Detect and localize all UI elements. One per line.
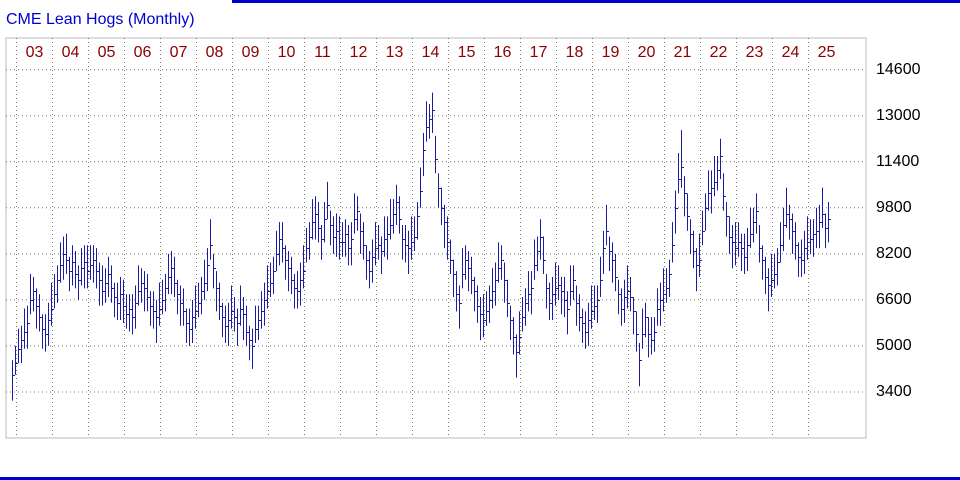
- x-tick-label: 18: [566, 44, 584, 61]
- y-tick-label: 11400: [876, 153, 919, 170]
- x-tick-label: 03: [26, 44, 44, 61]
- y-tick-label: 6600: [876, 291, 912, 308]
- x-tick-label: 15: [458, 44, 476, 61]
- x-tick-label: 06: [134, 44, 152, 61]
- x-tick-label: 22: [710, 44, 728, 61]
- x-tick-label: 05: [98, 44, 116, 61]
- x-tick-label: 14: [422, 44, 440, 61]
- x-tick-label: 25: [818, 44, 836, 61]
- x-tick-label: 12: [350, 44, 368, 61]
- x-tick-label: 21: [674, 44, 692, 61]
- y-tick-label: 3400: [876, 383, 912, 400]
- x-tick-label: 19: [602, 44, 620, 61]
- plot-frame: [5, 37, 867, 439]
- x-tick-label: 20: [638, 44, 656, 61]
- x-tick-label: 07: [170, 44, 188, 61]
- x-tick-label: 08: [206, 44, 224, 61]
- x-tick-label: 10: [278, 44, 296, 61]
- y-tick-label: 5000: [876, 337, 912, 354]
- chart-title: CME Lean Hogs (Monthly): [6, 11, 195, 28]
- y-tick-label: 9800: [876, 199, 912, 216]
- x-tick-label: 13: [386, 44, 404, 61]
- x-tick-label: 09: [242, 44, 260, 61]
- x-tick-label: 16: [494, 44, 512, 61]
- x-tick-label: 04: [62, 44, 80, 61]
- y-tick-label: 14600: [876, 61, 921, 78]
- x-tick-label: 11: [314, 44, 331, 61]
- y-tick-label: 8200: [876, 245, 912, 262]
- x-tick-label: 23: [746, 44, 764, 61]
- x-tick-label: 17: [530, 44, 548, 61]
- x-tick-label: 24: [782, 44, 800, 61]
- y-tick-label: 13000: [876, 107, 921, 124]
